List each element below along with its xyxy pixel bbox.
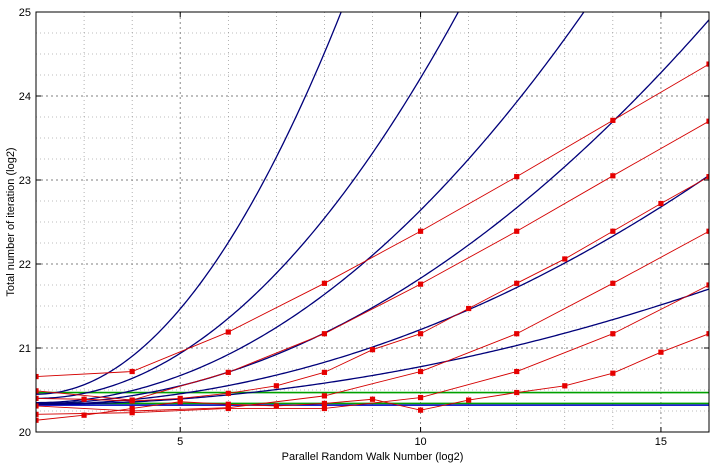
x-tick-label: 10 — [414, 436, 426, 448]
measured-series-3-point — [81, 396, 87, 402]
y-tick-label: 24 — [19, 91, 31, 103]
measured-series-3-point — [706, 174, 709, 180]
measured-series-1-point — [706, 61, 709, 67]
measured-series-2-point — [610, 173, 616, 179]
measured-series-3-point — [369, 347, 376, 353]
measured-series-2-point — [706, 118, 709, 124]
theory-curve-2 — [36, 12, 460, 400]
measured-series-5-point — [129, 410, 135, 416]
theory-curve-3 — [36, 12, 585, 404]
measured-series-4-line — [36, 230, 709, 412]
measured-series-1-point — [610, 117, 616, 123]
measured-series-2-point — [225, 369, 231, 375]
measured-series-3-point — [514, 280, 520, 286]
measured-series-4-point — [610, 280, 616, 286]
measured-series-4-point — [514, 331, 520, 337]
measured-series-1-point — [417, 228, 424, 234]
measured-series-4-point — [321, 393, 328, 399]
measured-series-3-point — [466, 305, 472, 312]
measured-series-1-point — [129, 368, 135, 375]
measured-series-5-point — [417, 394, 424, 401]
measured-series-4-point — [36, 403, 39, 409]
measured-series-3-point — [36, 395, 39, 401]
measured-series-6-point — [466, 397, 472, 403]
x-tick-label: 5 — [177, 436, 183, 448]
measured-series-6-point — [321, 400, 328, 407]
measured-series-5-line — [36, 284, 709, 415]
measured-series-5-point — [610, 331, 616, 337]
measured-series-2-point — [321, 331, 328, 337]
measured-series-2-point — [36, 388, 39, 394]
measured-series-6-point — [417, 407, 424, 413]
measured-series-3-point — [177, 395, 183, 401]
measured-series-5-point — [321, 405, 328, 412]
measured-series-6-point — [514, 389, 520, 396]
measured-series-6-point — [610, 370, 616, 376]
theory-curve-6 — [36, 288, 709, 405]
x-axis-label: Parallel Random Walk Number (log2) — [282, 451, 464, 463]
measured-series-4-point — [417, 368, 424, 375]
measured-series-3-point — [417, 331, 424, 337]
measured-series-2-point — [417, 281, 424, 287]
measured-series — [36, 61, 709, 423]
y-tick-label: 22 — [19, 259, 31, 271]
measured-series-3-point — [321, 369, 328, 375]
measured-series-5-point — [706, 282, 709, 288]
y-tick-label: 25 — [19, 7, 31, 19]
y-tick-label: 20 — [19, 427, 31, 439]
grid — [36, 12, 709, 432]
measured-series-6-point — [562, 383, 568, 389]
measured-series-6-point — [369, 396, 376, 402]
measured-series-6-point — [658, 349, 664, 355]
measured-series-6-point — [36, 417, 39, 423]
theory-curves — [36, 12, 709, 405]
y-axis-label: Total number of iteration (log2) — [5, 147, 17, 296]
measured-series-6-point — [177, 399, 183, 405]
axis-ticks: 5 10 15 20 21 22 23 24 25 — [19, 7, 709, 448]
y-tick-label: 23 — [19, 175, 31, 187]
plot-frame — [35, 11, 710, 433]
measured-series-3-point — [129, 398, 135, 404]
measured-series-5-point — [514, 368, 520, 375]
measured-series-5-point — [36, 411, 39, 417]
theory-curve-4 — [36, 19, 709, 405]
measured-series-5-point — [225, 405, 231, 412]
theory-curve-1 — [36, 12, 342, 395]
measured-series-1-point — [514, 174, 520, 180]
measured-series-1-point — [225, 329, 231, 335]
measured-series-6-point — [706, 331, 709, 337]
measured-series-3-point — [610, 228, 616, 234]
measured-series-1-point — [321, 280, 328, 286]
measured-series-2-line — [36, 120, 709, 401]
measured-series-3-point — [273, 383, 279, 389]
theory-curve-5 — [36, 174, 709, 405]
measured-series-3-point — [562, 256, 568, 262]
measured-series-2-point — [514, 228, 520, 234]
measured-series-4-point — [706, 228, 709, 234]
y-tick-label: 21 — [19, 343, 31, 355]
measured-series-6-point — [225, 401, 231, 407]
measured-series-1-point — [36, 373, 39, 380]
measured-series-6-point — [81, 412, 87, 418]
x-tick-label: 15 — [655, 436, 667, 448]
measured-series-3-point — [658, 200, 664, 207]
measured-series-1-line — [36, 63, 709, 378]
measured-series-6-point — [129, 405, 135, 412]
measured-series-6-point — [273, 403, 279, 409]
measured-series-3-point — [225, 390, 231, 396]
